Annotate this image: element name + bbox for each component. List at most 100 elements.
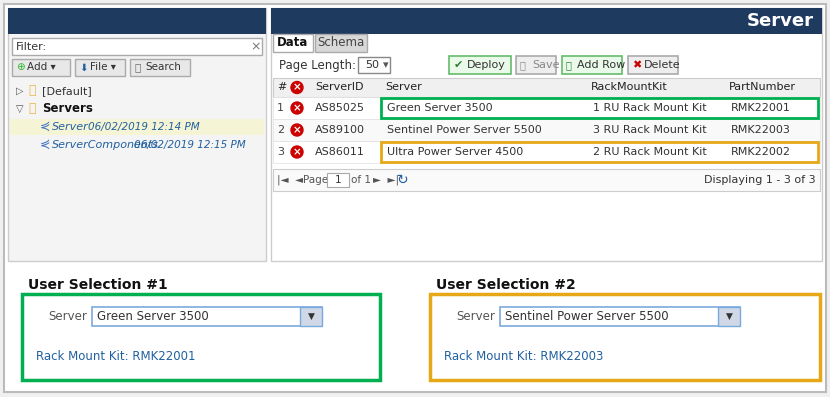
Bar	[430, 294, 820, 380]
Text: ×: ×	[293, 83, 301, 93]
Text: Server: Server	[48, 310, 87, 322]
Text: ServerComponents: ServerComponents	[52, 140, 159, 150]
Bar	[75, 59, 125, 76]
Text: ▽: ▽	[16, 104, 23, 114]
Text: ×: ×	[251, 40, 261, 53]
Text: [Default]: [Default]	[42, 86, 92, 96]
Text: Sentinel Power Server 5500: Sentinel Power Server 5500	[387, 125, 542, 135]
Bar	[273, 97, 820, 119]
Bar	[12, 38, 262, 55]
Bar	[358, 57, 390, 73]
Text: RMK22003: RMK22003	[731, 125, 791, 135]
Text: 1 RU Rack Mount Kit: 1 RU Rack Mount Kit	[593, 103, 706, 113]
Circle shape	[291, 102, 303, 114]
Bar	[10, 119, 264, 135]
Text: ➕: ➕	[566, 60, 572, 70]
Text: Green Server 3500: Green Server 3500	[387, 103, 493, 113]
Bar	[130, 59, 190, 76]
Bar	[315, 34, 367, 52]
Text: 50: 50	[365, 60, 379, 70]
Text: ⋞: ⋞	[40, 139, 51, 152]
Bar	[273, 169, 820, 191]
Text: 🔍: 🔍	[134, 62, 140, 73]
Text: 3: 3	[277, 147, 284, 157]
Bar	[381, 98, 818, 118]
Bar	[273, 119, 820, 141]
Text: ⋞: ⋞	[40, 121, 51, 133]
Text: ▼: ▼	[725, 312, 732, 320]
Text: Schema: Schema	[317, 37, 364, 50]
Text: ▼: ▼	[308, 312, 315, 320]
Bar	[449, 56, 511, 74]
Text: ▷: ▷	[16, 86, 23, 96]
Text: Green Server 3500: Green Server 3500	[97, 310, 209, 322]
Circle shape	[291, 81, 303, 94]
Text: File ▾: File ▾	[90, 62, 116, 73]
Text: Page: Page	[303, 175, 328, 185]
Text: 1: 1	[277, 103, 284, 113]
Bar	[12, 59, 70, 76]
Text: PartNumber: PartNumber	[729, 83, 796, 93]
Text: 📁: 📁	[28, 102, 36, 116]
Text: 06/02/2019 12:14 PM: 06/02/2019 12:14 PM	[88, 122, 200, 132]
Text: 💾: 💾	[520, 60, 526, 70]
Bar	[500, 307, 740, 326]
Text: AS85025: AS85025	[315, 103, 365, 113]
Text: ×: ×	[293, 147, 301, 157]
Text: ↻: ↻	[397, 173, 408, 187]
Bar	[92, 307, 322, 326]
Text: 06/02/2019 12:15 PM: 06/02/2019 12:15 PM	[134, 140, 246, 150]
Circle shape	[291, 146, 303, 158]
Text: ⬇: ⬇	[79, 62, 88, 73]
Text: ✖: ✖	[632, 60, 642, 70]
Bar	[22, 294, 380, 380]
Bar	[271, 8, 822, 261]
Text: Server: Server	[52, 122, 89, 132]
Bar	[718, 307, 740, 326]
Bar	[273, 34, 313, 52]
Text: RMK22001: RMK22001	[731, 103, 791, 113]
Bar	[273, 141, 820, 163]
Bar	[271, 8, 822, 34]
Text: Ultra Power Server 4500: Ultra Power Server 4500	[387, 147, 523, 157]
Text: Search: Search	[145, 62, 181, 73]
Text: Page Length:: Page Length:	[279, 58, 356, 71]
Text: Data: Data	[277, 37, 309, 50]
Text: Displaying 1 - 3 of 3: Displaying 1 - 3 of 3	[705, 175, 816, 185]
Text: Add Row: Add Row	[577, 60, 625, 70]
Bar	[8, 8, 266, 34]
Bar	[327, 173, 349, 187]
Text: User Selection #1: User Selection #1	[28, 278, 168, 292]
Bar	[273, 78, 820, 97]
Text: AS86011: AS86011	[315, 147, 365, 157]
Text: 1: 1	[334, 175, 341, 185]
Text: Delete: Delete	[644, 60, 681, 70]
Text: 2: 2	[277, 125, 284, 135]
Text: Add ▾: Add ▾	[27, 62, 56, 73]
Text: ⊕: ⊕	[16, 62, 25, 73]
Bar	[516, 56, 556, 74]
Text: |◄  ◄: |◄ ◄	[277, 175, 303, 185]
Text: Rack Mount Kit: RMK22003: Rack Mount Kit: RMK22003	[444, 349, 603, 362]
Text: Server: Server	[747, 12, 814, 30]
Bar	[8, 8, 266, 261]
Text: User Selection #2: User Selection #2	[436, 278, 576, 292]
Bar	[381, 142, 818, 162]
Text: 2 RU Rack Mount Kit: 2 RU Rack Mount Kit	[593, 147, 707, 157]
Text: RackMountKit: RackMountKit	[591, 83, 668, 93]
Text: 3 RU Rack Mount Kit: 3 RU Rack Mount Kit	[593, 125, 706, 135]
Text: ×: ×	[293, 103, 301, 113]
Text: Server: Server	[457, 310, 495, 322]
Text: RMK22002: RMK22002	[731, 147, 791, 157]
Text: 📁: 📁	[28, 85, 36, 98]
Text: ►  ►|: ► ►|	[373, 175, 399, 185]
Text: of 1: of 1	[351, 175, 371, 185]
Bar	[300, 307, 322, 326]
Text: ✔: ✔	[454, 60, 463, 70]
Text: Filter:: Filter:	[16, 42, 47, 52]
Bar	[562, 56, 622, 74]
Text: Rack Mount Kit: RMK22001: Rack Mount Kit: RMK22001	[36, 349, 196, 362]
Text: AS89100: AS89100	[315, 125, 365, 135]
Text: Deploy: Deploy	[467, 60, 505, 70]
Text: Servers: Servers	[42, 102, 93, 116]
